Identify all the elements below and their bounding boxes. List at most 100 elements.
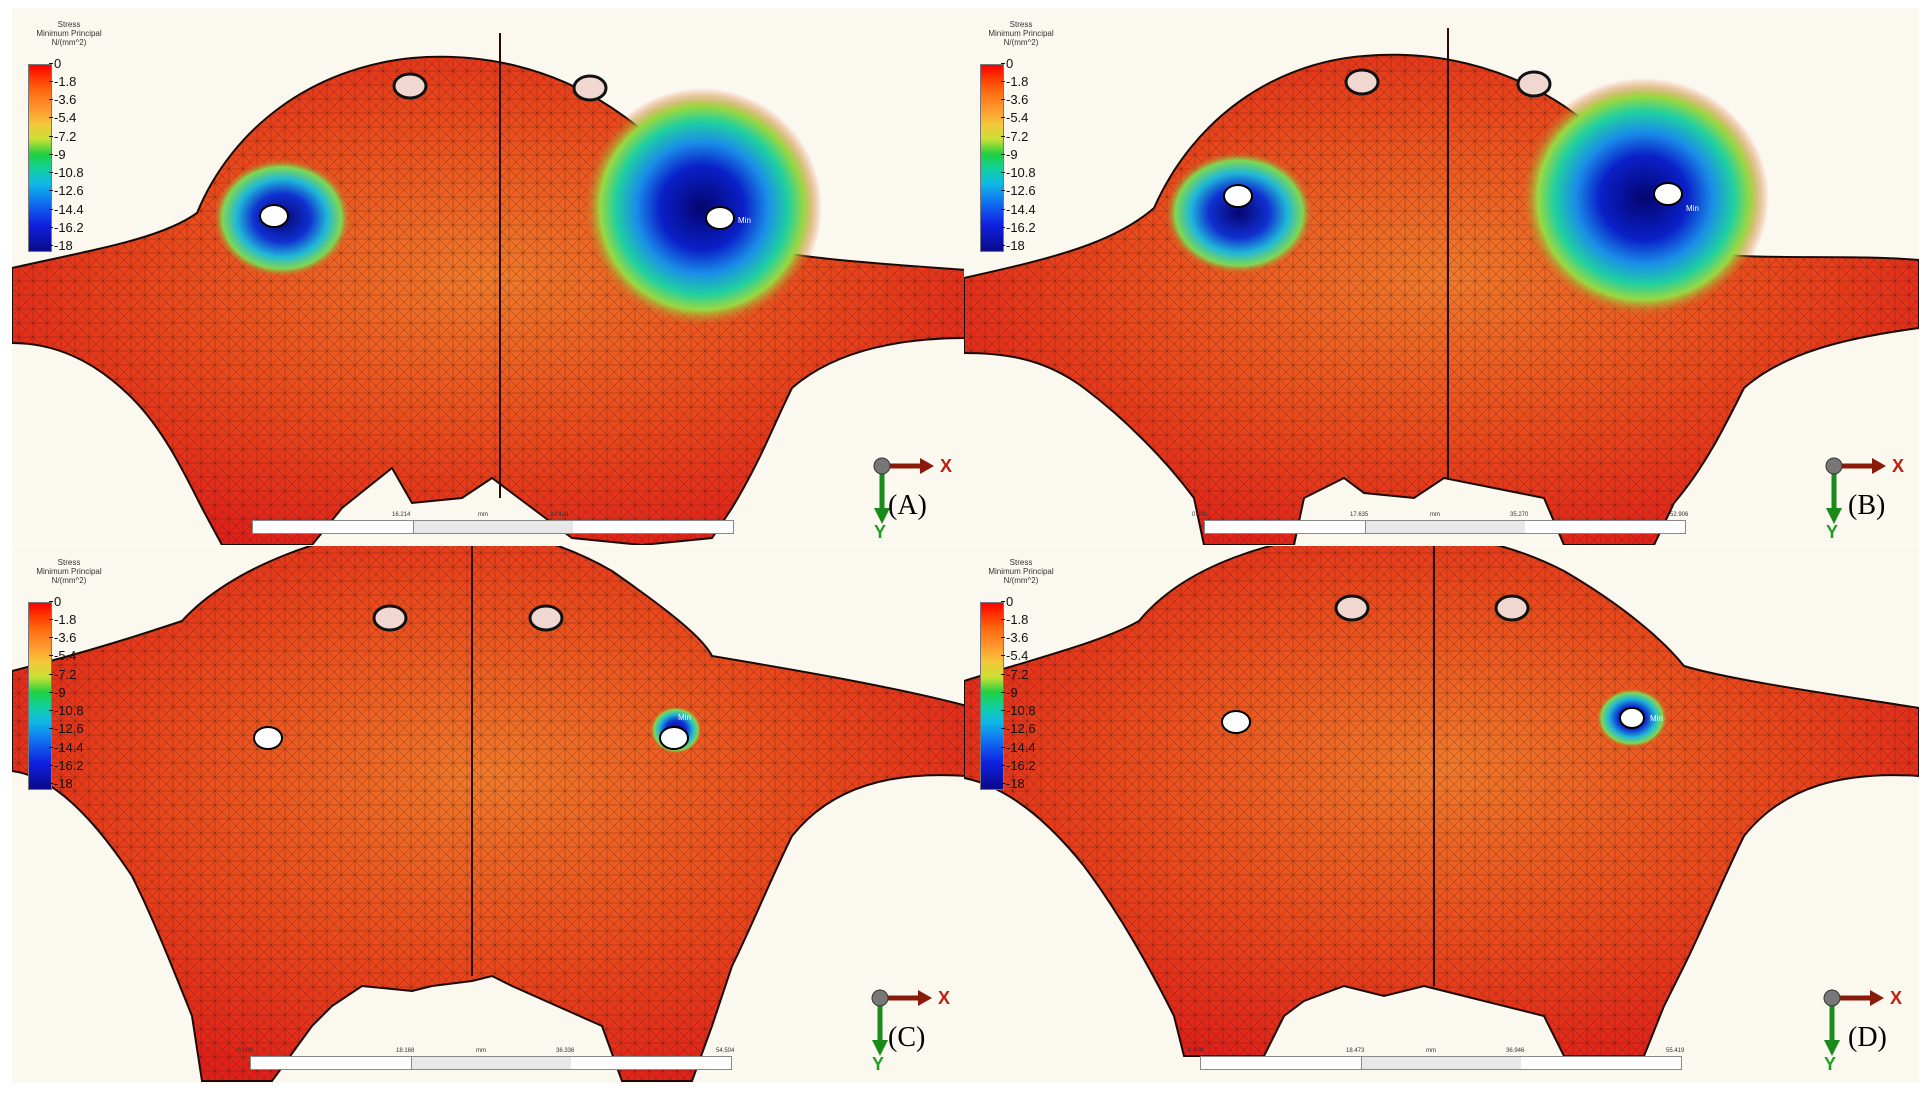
- legend-tick: -14.4: [1001, 740, 1036, 755]
- legend-tick: -9: [49, 685, 66, 700]
- scale-tick-label: 54.504: [716, 1048, 735, 1054]
- legend-tick: -1.8: [48, 74, 77, 89]
- legend-tick: -12.6: [1001, 721, 1036, 736]
- scale-tick-label: 32.428: [550, 512, 569, 518]
- stress-legend: Stress Minimum Principal N/(mm^2) 0 -1.8…: [970, 20, 1070, 252]
- legend-tick: -1.8: [1000, 612, 1029, 627]
- legend-tick: -9: [1001, 147, 1018, 162]
- scale-tick-label: 36.336: [556, 1048, 575, 1054]
- panel-b: Min Stress Minimum Principal N/(mm^2) 0 …: [964, 8, 1919, 545]
- legend-title-line: N/(mm^2): [51, 38, 87, 47]
- legend-title-line: N/(mm^2): [1003, 576, 1039, 585]
- legend-tick: -12.6: [49, 183, 84, 198]
- legend-tick: 0: [48, 594, 62, 609]
- panel-label: (A): [888, 490, 927, 521]
- legend-tick: -18: [49, 776, 73, 791]
- legend-tick: 0: [48, 56, 62, 71]
- legend-tick: -10.8: [1001, 165, 1036, 180]
- fea-model-c: [12, 546, 967, 1082]
- legend-title-line: N/(mm^2): [1003, 38, 1039, 47]
- axis-x-label: X: [1890, 988, 1902, 1008]
- panel-label: (B): [1848, 490, 1886, 521]
- legend-color-bar: [28, 602, 52, 790]
- legend-tick: -7.2: [1000, 667, 1029, 682]
- legend-tick: -5.4: [48, 648, 77, 663]
- legend-color-bar: [28, 64, 52, 252]
- stress-legend: Stress Minimum Principal N/(mm^2) 0 -1.8…: [970, 558, 1070, 791]
- legend-tick: -16.2: [49, 220, 84, 235]
- panel-d: Min Stress Minimum Principal N/(mm^2) 0 …: [964, 546, 1919, 1083]
- scale-tick-label: 18.473: [1346, 1048, 1365, 1054]
- legend-title-line: Stress: [1009, 558, 1033, 567]
- fea-model-d: [964, 546, 1919, 1057]
- legend-title-line: Minimum Principal: [988, 29, 1054, 38]
- panel-label: (C): [888, 1022, 926, 1053]
- scale-bar: [250, 1056, 732, 1070]
- legend-color-bar: [980, 602, 1004, 790]
- axis-y-label: Y: [872, 1054, 884, 1070]
- axis-y-label: Y: [1826, 522, 1838, 538]
- axis-triad: X Y: [1825, 456, 1904, 538]
- axis-triad: X Y: [873, 456, 952, 538]
- legend-tick: -9: [1001, 685, 1018, 700]
- stress-legend: Stress Minimum Principal N/(mm^2) 0 -1.8…: [18, 558, 118, 791]
- axis-x-label: X: [940, 456, 952, 476]
- min-marker: Min: [678, 713, 691, 722]
- scale-tick-label: 52.906: [1670, 512, 1689, 518]
- stress-legend: Stress Minimum Principal N/(mm^2) 0 -1.8…: [18, 20, 118, 253]
- legend-color-bar: [980, 64, 1004, 252]
- legend-title-line: Minimum Principal: [988, 567, 1054, 576]
- legend-tick: -10.8: [1001, 703, 1036, 718]
- legend-title-line: Stress: [1009, 20, 1033, 29]
- scale-tick-label: 35.270: [1510, 512, 1529, 518]
- legend-tick: -5.4: [48, 110, 77, 125]
- legend-tick: 0: [1000, 594, 1014, 609]
- legend-title-line: Stress: [57, 558, 81, 567]
- legend-tick: -12.6: [1001, 183, 1036, 198]
- legend-tick: -16.2: [1001, 220, 1036, 235]
- axis-x-label: X: [1892, 456, 1904, 476]
- scale-tick-label: 55.419: [1666, 1048, 1685, 1054]
- legend-tick: -16.2: [1001, 758, 1036, 773]
- axis-y-label: Y: [874, 522, 886, 538]
- legend-tick: -16.2: [49, 758, 84, 773]
- legend-tick: -7.2: [48, 667, 77, 682]
- legend-title-line: N/(mm^2): [51, 576, 87, 585]
- scale-tick-label: 17.635: [1350, 512, 1369, 518]
- scale-tick-label: 0.000: [1188, 1048, 1204, 1054]
- scale-tick-label: 18.168: [396, 1048, 415, 1054]
- scale-unit-label: mm: [476, 1048, 486, 1054]
- legend-tick: -14.4: [1001, 202, 1036, 217]
- fea-model-a: [12, 33, 967, 545]
- min-marker: Min: [1650, 714, 1663, 723]
- legend-tick: -10.8: [49, 703, 84, 718]
- legend-tick: -9: [49, 147, 66, 162]
- scale-unit-label: mm: [478, 512, 488, 518]
- legend-tick: -3.6: [48, 630, 77, 645]
- legend-tick: -12.6: [49, 721, 84, 736]
- legend-tick: -5.4: [1000, 648, 1029, 663]
- legend-tick: -7.2: [48, 129, 77, 144]
- legend-tick: -1.8: [1000, 74, 1029, 89]
- axis-y-label: Y: [1824, 1054, 1836, 1070]
- panel-a: Min Stress Minimum Principal N/(mm^2) 0 …: [12, 8, 967, 545]
- legend-tick: -18: [49, 238, 73, 253]
- panel-label: (D): [1848, 1022, 1887, 1053]
- panel-c: Min Stress Minimum Principal N/(mm^2) 0 …: [12, 546, 967, 1083]
- min-marker: Min: [1686, 204, 1699, 213]
- scale-tick-label: 0.000: [238, 1048, 254, 1054]
- axis-x-label: X: [938, 988, 950, 1008]
- scale-bar: [1200, 1056, 1682, 1070]
- scale-unit-label: mm: [1426, 1048, 1436, 1054]
- min-marker: Min: [738, 216, 751, 225]
- scale-bar: [252, 520, 734, 534]
- legend-tick: -14.4: [49, 740, 84, 755]
- scale-bar: [1204, 520, 1686, 534]
- legend-tick: -7.2: [1000, 129, 1029, 144]
- legend-tick: -18: [1001, 776, 1025, 791]
- legend-tick: -3.6: [48, 92, 77, 107]
- legend-title-line: Minimum Principal: [36, 29, 102, 38]
- legend-tick: -3.6: [1000, 92, 1029, 107]
- legend-tick: -1.8: [48, 612, 77, 627]
- legend-tick: -3.6: [1000, 630, 1029, 645]
